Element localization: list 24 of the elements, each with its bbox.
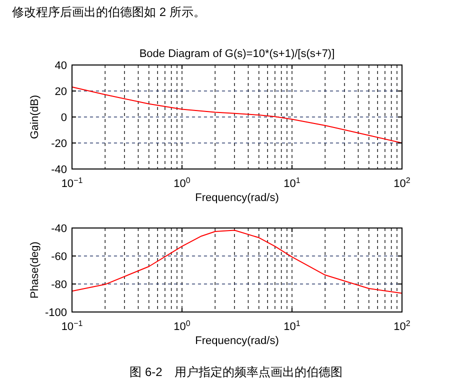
caption: 图 6-2 用户指定的频率点画出的伯德图 [130,365,342,379]
x-tick-label: 10$^{2}$ [394,176,411,190]
x-tick-label: 10$^{1}$ [284,318,301,333]
x-axis-title: Frequency(rad/s) [195,192,279,204]
y-tick-label: -20 [51,138,67,150]
chart-title: Bode Diagram of G(s)=10*(s+1)/[s(s+7)] [139,48,335,60]
y-tick-label: -40 [51,223,67,235]
x-tick-label: 10$^{−1}$ [61,176,84,190]
x-tick-label: 10$^{0}$ [174,318,191,333]
x-tick-label: 10$^{2}$ [394,318,411,333]
x-tick-label: 10$^{1}$ [284,176,301,190]
y-axis-title: Phase(deg) [29,242,41,298]
y-axis-title: Gain(dB) [29,94,41,140]
y-tick-label: 0 [60,112,67,124]
text: 修改程序后画出的伯德图如 2 所示。 [12,5,206,19]
y-tick-label: -60 [51,251,67,263]
y-tick-label: 40 [54,60,67,72]
x-tick-label: 10$^{0}$ [174,176,191,190]
y-tick-label: -80 [51,279,67,291]
y-tick-label: -40 [51,164,67,176]
x-axis-title: Frequency(rad/s) [195,335,279,347]
y-tick-label: 20 [54,86,67,98]
y-tick-label: -100 [44,307,67,319]
x-tick-label: 10$^{−1}$ [61,318,84,333]
